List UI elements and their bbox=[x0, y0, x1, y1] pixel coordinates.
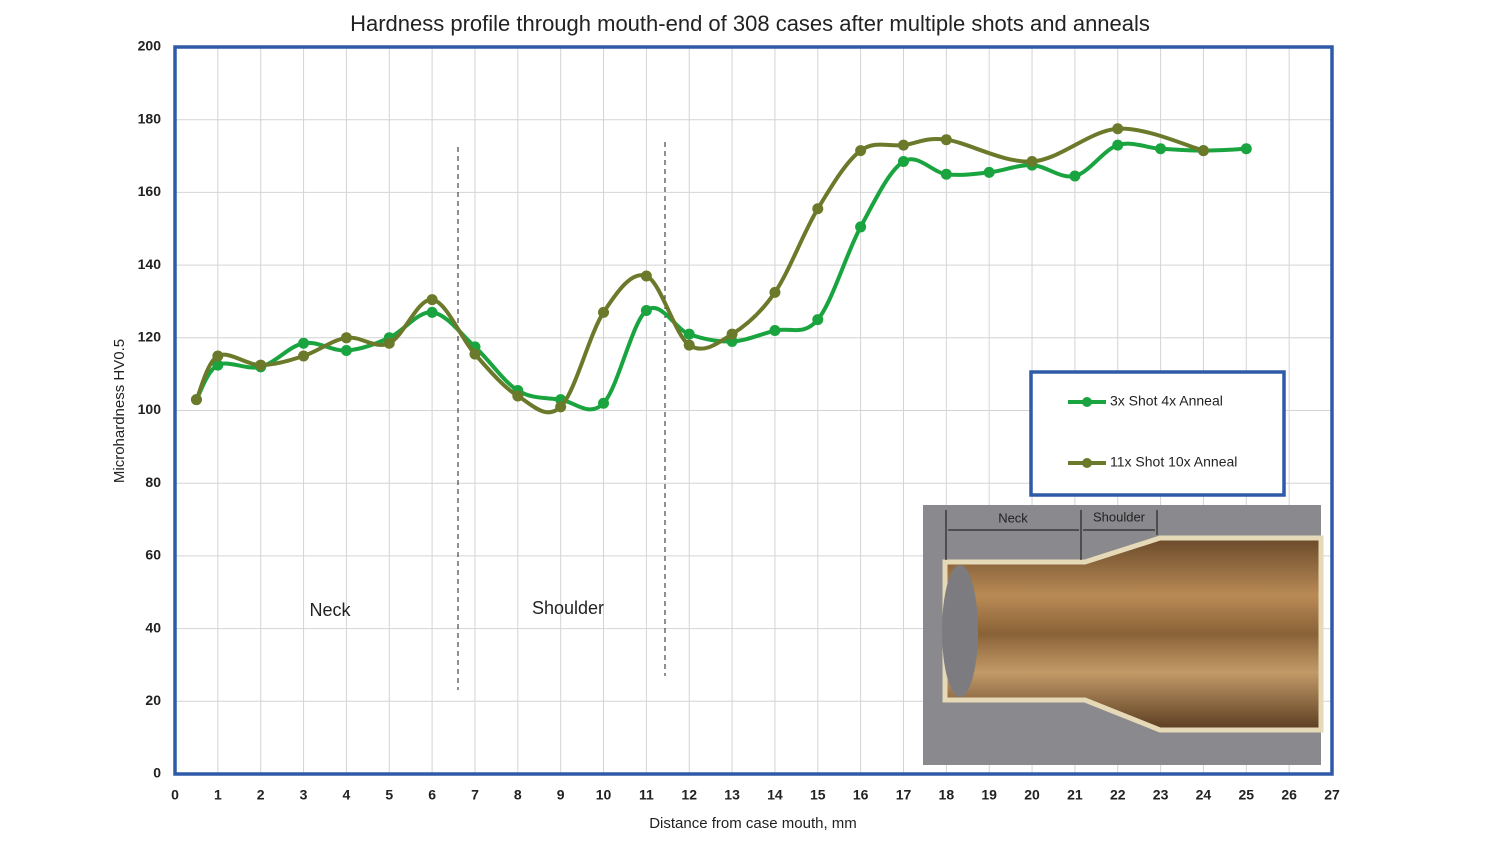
x-tick-label: 14 bbox=[767, 787, 783, 803]
legend-swatch bbox=[1082, 458, 1092, 468]
y-tick-label: 120 bbox=[138, 329, 162, 345]
data-point bbox=[512, 390, 524, 402]
y-tick-label: 40 bbox=[145, 619, 161, 635]
x-tick-label: 22 bbox=[1110, 787, 1126, 803]
data-point bbox=[1197, 145, 1209, 157]
data-point bbox=[340, 345, 352, 357]
x-tick-label: 13 bbox=[724, 787, 740, 803]
data-point bbox=[255, 359, 267, 371]
x-tick-label: 24 bbox=[1196, 787, 1212, 803]
x-tick-label: 12 bbox=[681, 787, 697, 803]
x-tick-label: 3 bbox=[300, 787, 308, 803]
x-tick-label: 15 bbox=[810, 787, 826, 803]
y-tick-label: 180 bbox=[138, 110, 162, 126]
data-point bbox=[940, 134, 952, 146]
data-point bbox=[598, 397, 610, 409]
x-tick-label: 0 bbox=[171, 787, 179, 803]
data-point bbox=[897, 156, 909, 168]
annotation: Shoulder bbox=[532, 598, 604, 618]
legend-label: 3x Shot 4x Anneal bbox=[1110, 393, 1223, 409]
x-tick-label: 9 bbox=[557, 787, 565, 803]
legend-swatch bbox=[1082, 397, 1092, 407]
series-layer bbox=[190, 123, 1252, 415]
y-tick-label: 140 bbox=[138, 256, 162, 272]
legend: 3x Shot 4x Anneal 11x Shot 10x Anneal bbox=[1029, 370, 1286, 497]
x-axis-label: Distance from case mouth, mm bbox=[649, 815, 857, 832]
x-tick-label: 1 bbox=[214, 787, 222, 803]
y-axis-label: Microhardness HV0.5 bbox=[111, 339, 128, 483]
y-tick-label: 60 bbox=[145, 547, 161, 563]
data-point bbox=[812, 203, 824, 215]
x-tick-label: 7 bbox=[471, 787, 479, 803]
annotation: Neck bbox=[309, 600, 351, 620]
plot-frame bbox=[173, 45, 1334, 776]
x-tick-label: 2 bbox=[257, 787, 265, 803]
data-point bbox=[897, 139, 909, 151]
inset-label: Shoulder bbox=[1093, 509, 1146, 524]
x-tick-label: 20 bbox=[1024, 787, 1040, 803]
data-point bbox=[1112, 123, 1124, 135]
data-point bbox=[383, 337, 395, 349]
series-line bbox=[194, 126, 1204, 415]
data-point bbox=[298, 350, 310, 362]
data-point bbox=[1026, 156, 1038, 168]
data-point bbox=[426, 306, 438, 318]
data-point bbox=[598, 306, 610, 318]
data-point bbox=[426, 294, 438, 306]
series-line bbox=[194, 141, 1247, 412]
x-tick-label: 17 bbox=[896, 787, 912, 803]
data-point bbox=[1069, 170, 1081, 182]
x-tick-label: 23 bbox=[1153, 787, 1169, 803]
inset-label: Neck bbox=[998, 510, 1028, 525]
data-point bbox=[683, 328, 695, 340]
legend-label: 11x Shot 10x Anneal bbox=[1110, 454, 1237, 470]
y-tick-label: 0 bbox=[153, 765, 161, 781]
data-point bbox=[212, 359, 224, 371]
x-tick-label: 8 bbox=[514, 787, 522, 803]
data-point bbox=[1112, 139, 1124, 151]
x-tick-label: 25 bbox=[1239, 787, 1255, 803]
data-point bbox=[940, 168, 952, 180]
data-point bbox=[769, 325, 781, 337]
data-point bbox=[340, 332, 352, 344]
data-point bbox=[1240, 143, 1252, 155]
x-tick-label: 5 bbox=[385, 787, 393, 803]
y-tick-label: 160 bbox=[138, 183, 162, 199]
x-tick-label: 10 bbox=[596, 787, 612, 803]
data-point bbox=[555, 401, 567, 413]
data-point bbox=[812, 314, 824, 326]
data-point bbox=[640, 270, 652, 282]
x-tick-label: 19 bbox=[981, 787, 997, 803]
x-tick-label: 16 bbox=[853, 787, 869, 803]
x-tick-label: 4 bbox=[343, 787, 351, 803]
x-tick-label: 27 bbox=[1324, 787, 1340, 803]
data-point bbox=[212, 350, 224, 362]
data-point bbox=[640, 305, 652, 317]
x-tick-label: 6 bbox=[428, 787, 436, 803]
data-point bbox=[298, 337, 310, 349]
data-point bbox=[726, 328, 738, 340]
y-tick-label: 80 bbox=[145, 474, 161, 490]
y-tick-label: 100 bbox=[138, 401, 162, 417]
y-tick-label: 200 bbox=[138, 38, 162, 54]
data-point bbox=[855, 145, 867, 157]
data-point bbox=[190, 394, 202, 406]
x-tick-label: 18 bbox=[939, 787, 955, 803]
legend-box bbox=[1029, 370, 1286, 497]
chart-title: Hardness profile through mouth-end of 30… bbox=[350, 11, 1150, 36]
data-point bbox=[769, 286, 781, 298]
x-tick-label: 26 bbox=[1281, 787, 1297, 803]
data-point bbox=[469, 348, 481, 360]
data-point bbox=[1155, 143, 1167, 155]
data-point bbox=[683, 339, 695, 351]
data-point bbox=[983, 166, 995, 178]
x-tick-label: 11 bbox=[639, 787, 654, 803]
data-point bbox=[855, 221, 867, 233]
x-tick-label: 21 bbox=[1067, 787, 1083, 803]
y-tick-label: 20 bbox=[145, 692, 161, 708]
inset-photo: Neck Shoulder bbox=[923, 505, 1324, 765]
